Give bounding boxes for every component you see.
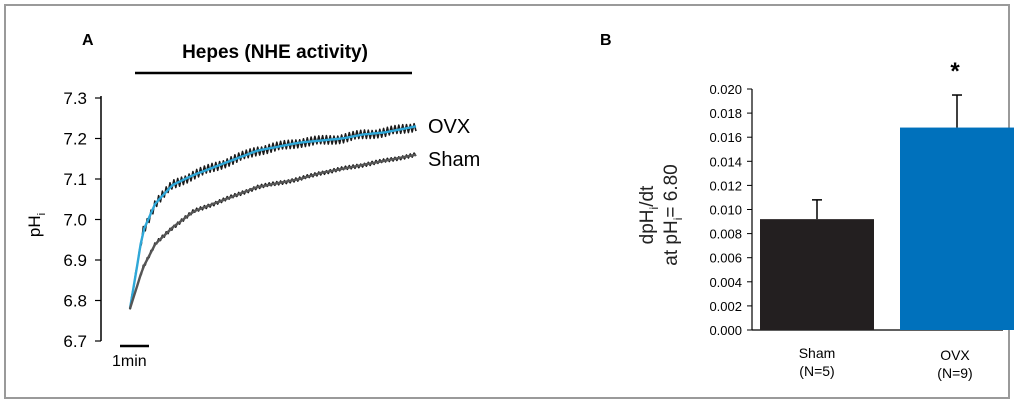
panel-a-y-tick-label: 6.8 bbox=[63, 292, 87, 311]
series-label-sham: Sham bbox=[428, 149, 480, 171]
panel-b-ylabel-line1: dpHi/dt bbox=[637, 185, 661, 244]
time-scale-label: 1min bbox=[112, 353, 147, 370]
panel-b-y-ticks: 0.020 0.018 0.016 0.014 0.012 0.010 0.008 0.006… bbox=[709, 82, 752, 338]
panel-b: B 0.0200.0180.0160.0140.0120.0100.0080.0… bbox=[600, 32, 1014, 381]
panel-a-label: A bbox=[82, 32, 94, 49]
panel-b-y-tick-label: 0.016 bbox=[709, 130, 742, 145]
panel-b-y-tick-label: 0.020 bbox=[709, 82, 742, 97]
panel-b-ylabel-line2-end: = 6.80 bbox=[661, 164, 682, 217]
panel-a: A Hepes (NHE activity) 7.3 7.2 7.1 7.0 6.9 6.… bbox=[25, 32, 480, 370]
trace-sham bbox=[130, 153, 416, 309]
panel-b-y-tick-label: 0.014 bbox=[709, 154, 742, 169]
panel-b-label: B bbox=[600, 32, 612, 49]
panel-a-y-tick-label: 7.3 bbox=[63, 89, 87, 108]
significance-marker: * bbox=[950, 58, 960, 85]
fit-curve-sham bbox=[130, 155, 416, 309]
panel-a-ylabel-main: pH bbox=[25, 215, 44, 237]
panel-b-y-tick-label: 0.008 bbox=[709, 227, 742, 242]
category-label-ovx: OVX bbox=[940, 347, 970, 363]
panel-b-bars bbox=[760, 95, 1014, 330]
panel-b-y-tick-label: 0.004 bbox=[709, 275, 742, 290]
bar-ovx bbox=[900, 128, 1014, 330]
panel-b-y-tick-label: 0.018 bbox=[709, 106, 742, 121]
panel-b-y-tick-label: 0.000 bbox=[709, 323, 742, 338]
panel-a-y-tick-label: 7.0 bbox=[63, 211, 87, 230]
panel-a-y-ticks: 7.3 7.2 7.1 7.0 6.9 6.8 6.7 bbox=[63, 89, 101, 351]
category-sublabel-sham: (N=5) bbox=[799, 363, 834, 379]
panel-a-traces bbox=[130, 124, 416, 310]
category-label-sham: Sham bbox=[799, 345, 836, 361]
trace-ovx bbox=[130, 124, 416, 310]
panel-b-ylabel-line2: at pHi= 6.80 bbox=[661, 164, 685, 265]
panel-b-ylabel-line2-main: at pH bbox=[661, 220, 682, 265]
bar-sham bbox=[760, 219, 874, 330]
category-sublabel-ovx: (N=9) bbox=[937, 365, 972, 381]
panel-a-y-tick-label: 7.2 bbox=[63, 130, 87, 149]
panel-a-y-tick-label: 7.1 bbox=[63, 170, 87, 189]
panel-a-y-tick-label: 6.7 bbox=[63, 332, 87, 351]
panel-a-ylabel-sub: i bbox=[36, 213, 48, 215]
panel-b-y-tick-label: 0.006 bbox=[709, 251, 742, 266]
fit-curve-ovx bbox=[130, 126, 416, 308]
panel-b-y-tick-label: 0.010 bbox=[709, 203, 742, 218]
panel-a-title: Hepes (NHE activity) bbox=[182, 42, 368, 63]
panel-b-ylabel-line1-main: dpH bbox=[637, 209, 658, 244]
panel-a-ylabel: pHi bbox=[25, 213, 48, 237]
panel-a-y-tick-label: 6.9 bbox=[63, 251, 87, 270]
panel-b-y-tick-label: 0.012 bbox=[709, 178, 742, 193]
panel-b-y-tick-label: 0.002 bbox=[709, 299, 742, 314]
series-label-ovx: OVX bbox=[428, 116, 470, 138]
panel-b-ylabel-line1-end: /dt bbox=[637, 185, 658, 207]
